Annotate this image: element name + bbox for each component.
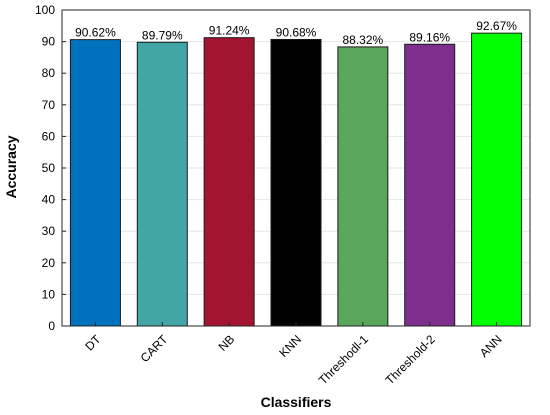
y-tick-label: 30	[42, 224, 56, 238]
x-axis-title: Classifiers	[261, 394, 332, 410]
data-label: 88.32%	[343, 33, 384, 47]
data-label: 89.16%	[409, 30, 450, 44]
y-axis-title: Accuracy	[3, 135, 19, 198]
data-labels-group: 90.62% 89.79% 91.24% 90.68% 88.32% 89.16% 92.6…	[75, 19, 517, 47]
y-tick-label: 10	[42, 287, 56, 301]
x-tick-label: Threshold-2	[383, 332, 438, 387]
data-label: 90.62%	[75, 26, 116, 40]
bar	[337, 46, 389, 327]
y-tick-label: 80	[42, 66, 56, 80]
bars-group	[69, 32, 523, 327]
bar	[136, 41, 188, 327]
y-tick-label: 70	[42, 98, 56, 112]
bar	[404, 43, 456, 327]
y-tick-label: 100	[35, 3, 55, 17]
x-tick-label: ANN	[477, 332, 505, 360]
y-tick-label: 60	[42, 129, 56, 143]
x-tick-label: Threshodl-1	[316, 332, 371, 387]
data-label: 91.24%	[209, 24, 250, 38]
x-tick-label: CART	[138, 332, 171, 365]
x-tick-label: KNN	[276, 332, 304, 360]
y-tick-label: 20	[42, 256, 56, 270]
bar	[69, 39, 121, 327]
y-axis-ticks: 0 10 20 30 40 50 60 70 80 90 100	[35, 3, 66, 333]
bar	[270, 38, 322, 327]
x-axis-ticks: DT CART NB KNN Threshodl-1 Threshold-2 ANN	[82, 322, 505, 387]
y-tick-label: 90	[42, 35, 56, 49]
data-label: 89.79%	[142, 28, 183, 42]
x-tick-label: DT	[82, 332, 104, 354]
x-tick-label: NB	[216, 332, 238, 354]
y-tick-label: 40	[42, 193, 56, 207]
y-tick-label: 0	[48, 319, 55, 333]
data-label: 90.68%	[276, 25, 317, 39]
bar	[471, 32, 523, 327]
bar	[203, 37, 255, 327]
y-tick-label: 50	[42, 161, 56, 175]
data-label: 92.67%	[476, 19, 517, 33]
